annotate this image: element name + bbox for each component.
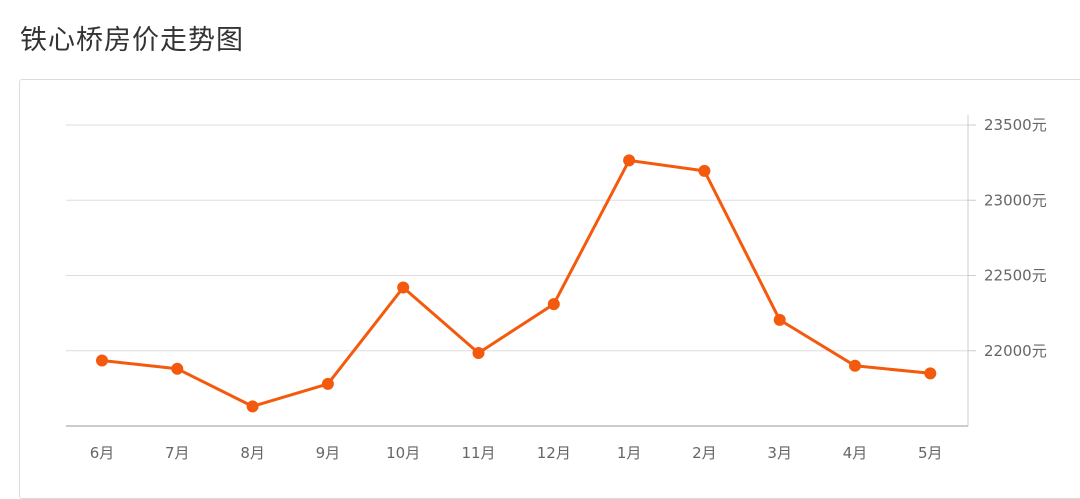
data-point-10月[interactable] (397, 281, 410, 294)
y-tick-label: 22500元 (984, 267, 1047, 285)
y-tick-label: 22000元 (984, 342, 1047, 360)
data-point-2月[interactable] (698, 164, 711, 177)
data-point-9月[interactable] (321, 377, 334, 390)
x-tick-label: 2月 (692, 444, 717, 462)
x-tick-label: 11月 (461, 444, 495, 462)
x-tick-label: 5月 (918, 444, 943, 462)
data-point-7月[interactable] (171, 362, 184, 375)
data-point-12月[interactable] (547, 298, 560, 311)
x-tick-labels: 6月 7月 8月 9月 10月 11月 12月 1月 2月 3月 4月 5月 (90, 444, 943, 462)
x-tick-label: 3月 (767, 444, 792, 462)
y-tick-label: 23000元 (984, 191, 1047, 209)
data-point-6月[interactable] (96, 354, 108, 367)
x-tick-label: 8月 (240, 444, 265, 462)
chart-card (19, 79, 1080, 499)
axes (66, 115, 976, 427)
data-point-11月[interactable] (472, 347, 485, 360)
x-tick-label: 10月 (386, 444, 420, 462)
y-tick-label: 23500元 (984, 116, 1047, 134)
series-line (101, 158, 931, 408)
data-point-3月[interactable] (773, 313, 786, 326)
data-point-8月[interactable] (246, 400, 259, 413)
x-tick-label: 7月 (165, 444, 190, 462)
data-point-4月[interactable] (849, 359, 861, 372)
grid-lines (66, 124, 968, 352)
x-tick-label: 12月 (537, 444, 571, 462)
page-title: 铁心桥房价走势图 (20, 25, 244, 56)
x-tick-label: 1月 (617, 444, 642, 462)
data-point-5月[interactable] (924, 367, 937, 380)
series-price (101, 158, 931, 408)
data-point-1月[interactable] (623, 154, 636, 167)
x-tick-label: 9月 (316, 444, 341, 462)
data-points (96, 154, 937, 413)
x-tick-label: 4月 (843, 444, 868, 462)
price-trend-chart: 22000元 22500元 23000元 23500元 6月 7月 8月 9月 10月 11月 1… (66, 115, 1047, 462)
x-tick-label: 6月 (90, 444, 115, 462)
y-tick-labels: 22000元 22500元 23000元 23500元 (984, 116, 1047, 360)
